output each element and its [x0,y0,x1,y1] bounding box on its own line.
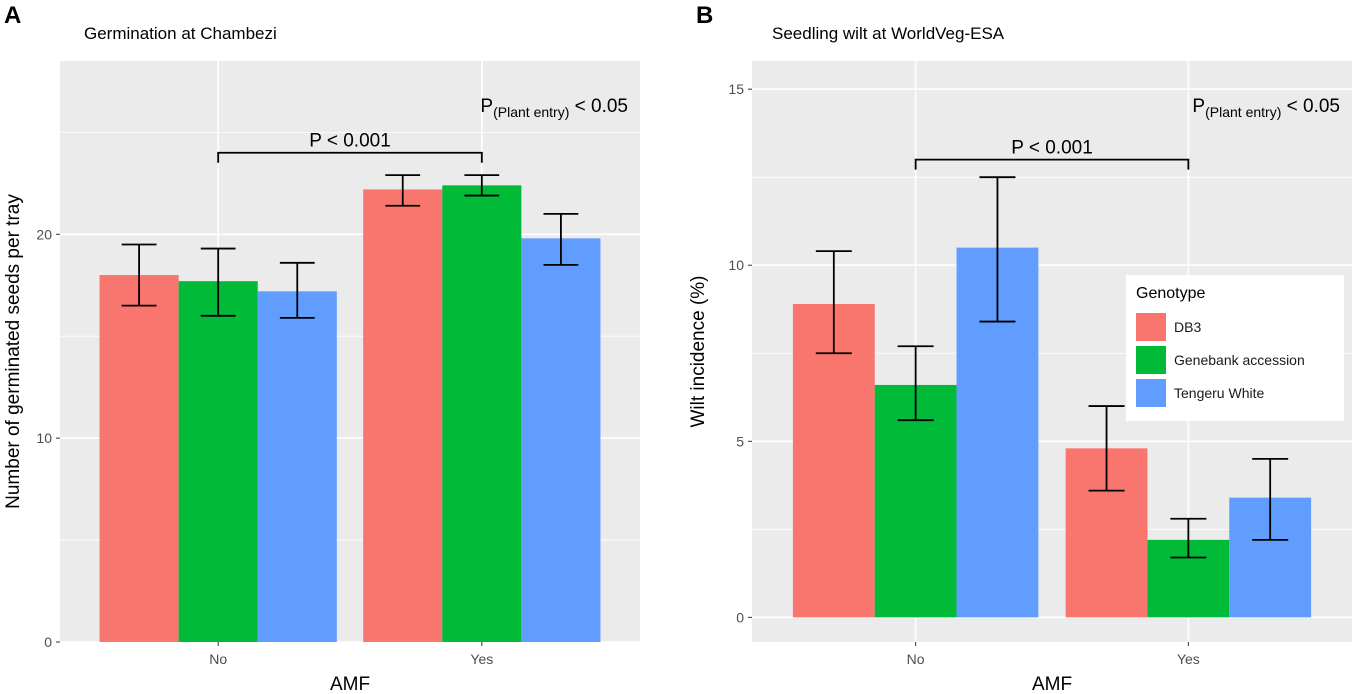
panel-b-ytick-label: 0 [736,609,744,625]
panel-a-bar [257,291,337,642]
panel-b-bar [792,303,875,618]
panel-b-significance-bracket [914,158,1190,170]
panel-a-yaxis-title: Number of germinated seeds per tray [3,194,24,509]
panel-a-bar [442,185,522,643]
panel-a-significance-bracket [217,151,483,163]
panel-a-bar [521,238,601,642]
panel-b-ytick-label: 5 [736,433,744,449]
legend-item-genebank: Genebank accession [1136,346,1305,374]
panel-b-letter: B [696,2,714,29]
panel-b-bar [874,384,957,618]
panel-b-xtick-label: No [907,651,925,667]
panel-b-ytick-label: 10 [728,257,744,273]
panel-a-title: Germination at Chambezi [84,24,277,43]
panel-a-xaxis-title: AMF [330,674,370,694]
legend-label-genebank: Genebank accession [1174,352,1305,368]
panel-b-xaxis-title: AMF [1032,674,1072,694]
panel-a-significance-label: P < 0.001 [309,131,391,152]
panel-b-significance-label: P < 0.001 [1011,138,1093,159]
panel-a-ytick-label: 10 [36,430,52,446]
legend-swatch-db3 [1136,313,1166,341]
legend-label-tengeru: Tengeru White [1174,385,1265,401]
panel-b-entry-annotation: P(Plant entry) < 0.05 [1192,96,1340,120]
panel-a-xtick-label: Yes [470,651,493,667]
legend-swatch-tengeru [1136,379,1166,407]
legend-label-db3: DB3 [1174,319,1202,335]
panel-a-entry-annotation: P(Plant entry) < 0.05 [480,96,628,120]
legend-title: Genotype [1136,285,1206,302]
legend: Genotype DB3 Genebank accession Tengeru … [1126,275,1344,421]
panel-b-xtick-label: Yes [1177,651,1200,667]
legend-swatch-genebank [1136,346,1166,374]
panel-a-xtick-label: No [209,651,227,667]
panel-a-letter: A [4,2,22,29]
panel-b-yaxis-title: Wilt incidence (%) [688,275,709,427]
legend-item-db3: DB3 [1136,313,1201,341]
panel-a-ytick-label: 20 [36,226,52,242]
panel-b-ytick-label: 15 [728,81,744,97]
panel-a-bar [178,281,258,642]
panel-a-bar [363,189,443,642]
panel-b-title: Seedling wilt at WorldVeg-ESA [772,24,1005,43]
panel-a-ytick-label: 0 [44,634,52,650]
legend-item-tengeru: Tengeru White [1136,379,1264,407]
panel-a-bar [99,275,179,642]
